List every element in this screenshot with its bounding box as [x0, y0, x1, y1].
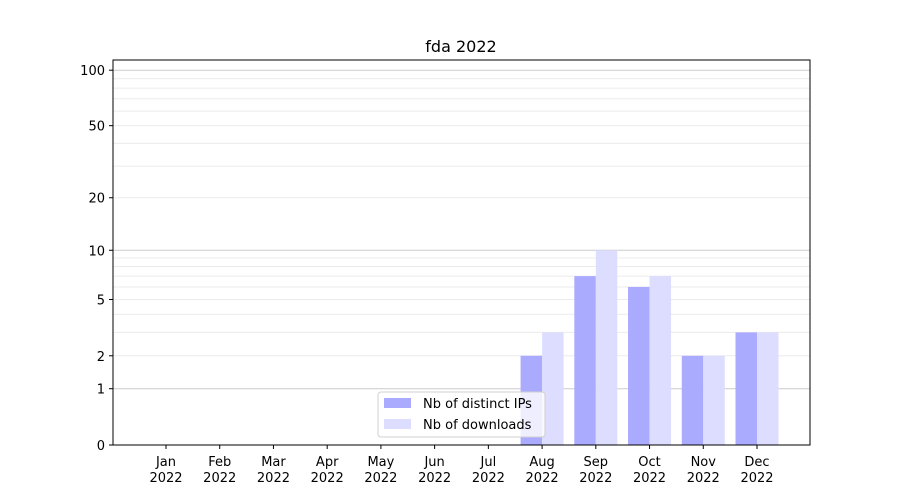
x-tick-label: 2022 [740, 471, 773, 486]
x-tick-label: Mar [261, 455, 286, 470]
x-tick-label: 2022 [633, 471, 666, 486]
x-tick-label: Aug [529, 455, 554, 470]
bar-downloads [595, 250, 618, 445]
bar-distinct-ips [735, 332, 757, 445]
y-tick-label: 5 [97, 293, 105, 308]
x-tick-label: Jan [155, 455, 176, 470]
y-tick-label: 100 [80, 64, 105, 79]
x-tick-label: 2022 [311, 471, 344, 486]
y-tick-label: 20 [88, 192, 105, 207]
y-tick-label: 2 [97, 350, 105, 365]
legend-box [377, 391, 546, 438]
chart-title: fda 2022 [425, 37, 496, 56]
x-tick-label: 2022 [418, 471, 451, 486]
x-tick-label: Jun [423, 455, 444, 470]
x-tick-label: May [367, 455, 394, 470]
x-tick-label: 2022 [472, 471, 505, 486]
x-tick-label: 2022 [364, 471, 397, 486]
plot-frame [112, 59, 811, 446]
x-tick-label: 2022 [526, 471, 559, 486]
x-tick-label: 2022 [687, 471, 720, 486]
bar-distinct-ips [574, 276, 596, 445]
y-tick-label: 1 [97, 383, 105, 398]
bar-distinct-ips [628, 286, 650, 445]
x-tick-label: 2022 [203, 471, 236, 486]
legend-swatch [384, 419, 411, 429]
x-tick-label: Dec [744, 455, 769, 470]
legend-label: Nb of downloads [423, 418, 532, 433]
x-tick-label: 2022 [149, 471, 182, 486]
x-tick-label: Feb [208, 455, 231, 470]
y-tick-label: 0 [97, 439, 105, 454]
y-tick-label: 50 [88, 120, 105, 135]
bar-downloads [757, 332, 779, 445]
bar-distinct-ips [681, 355, 704, 445]
x-tick-label: Apr [316, 455, 339, 470]
x-tick-label: Nov [691, 455, 717, 470]
bar-downloads [703, 355, 725, 445]
x-tick-label: Oct [638, 455, 660, 470]
x-tick-label: Jul [480, 455, 497, 470]
legend-swatch [384, 398, 411, 408]
y-tick-label: 10 [88, 244, 105, 259]
x-tick-label: 2022 [579, 471, 612, 486]
bar-downloads [542, 332, 564, 445]
bar-downloads [649, 276, 672, 445]
x-tick-label: 2022 [257, 471, 290, 486]
x-tick-label: Sep [584, 455, 609, 470]
legend-label: Nb of distinct IPs [423, 397, 532, 412]
